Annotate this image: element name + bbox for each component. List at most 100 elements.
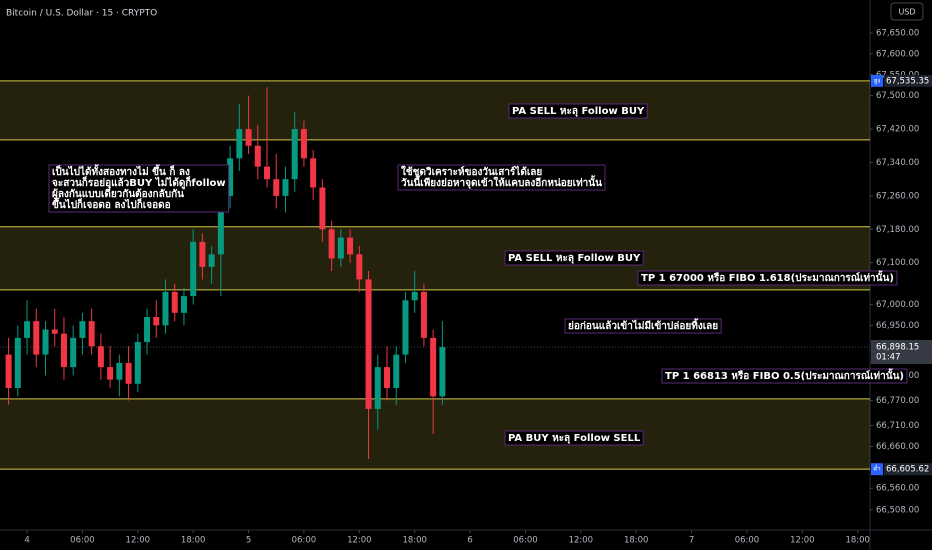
annotation: PA BUY หะลุ Follow SELL	[504, 430, 644, 446]
candle-body	[384, 367, 391, 388]
x-tick-label: 18:00	[181, 536, 206, 546]
candle-body	[245, 129, 252, 146]
annotation-text: TP 1 67000 หรือ FIBO 1.618(ประมาณการณ์เท…	[641, 270, 894, 284]
candle-body	[125, 362, 132, 384]
candle-body	[420, 291, 427, 338]
x-tick-label: 12:00	[347, 536, 372, 546]
annotation-text: จะสวนก็รอย่อแล้วBUY ไม่ได้ดูก็follow	[52, 175, 226, 190]
last-price-box	[871, 340, 932, 365]
annotation-text: เป็นไปได้ทั้งสองทางไม่ ขึ้น ก็ ลง	[52, 164, 190, 178]
candle-body	[33, 321, 40, 355]
candle-body	[411, 291, 418, 301]
y-tick-label: 66,710.00	[876, 421, 919, 431]
annotation-box	[397, 164, 606, 191]
annotation-box	[637, 270, 898, 286]
x-tick-label: 12:00	[790, 536, 815, 546]
candle-body	[88, 321, 95, 347]
annotation-text: วันนี้เพียงย่อหาจุดเข้าให้แคบลงอีกหน่อยเ…	[401, 175, 602, 189]
candle-body	[273, 179, 280, 196]
marker-box	[884, 74, 932, 87]
candle-body	[5, 354, 12, 388]
candle-body	[402, 300, 409, 355]
currency-button[interactable]	[890, 2, 924, 21]
marker-tag-box	[871, 463, 883, 476]
y-tick-label: 67,260.00	[876, 191, 919, 201]
annotation-text: ผู้ลงกันแบบเดี๋ยวกันต้องกลับกัน	[52, 186, 184, 201]
annotation: ใช้ชูดวิเคราะห์ของวันเสาร์ได้เลยวันนี้เพ…	[397, 164, 606, 191]
annotation: PA SELL หะลุ Follow BUY	[508, 103, 648, 119]
y-tick-label: 66,950.00	[876, 321, 919, 331]
candle-body	[328, 229, 335, 259]
y-tick-label: 66,770.00	[876, 396, 919, 406]
candle-body	[282, 179, 289, 196]
candle-body	[60, 333, 67, 368]
candle-body	[199, 241, 206, 267]
candle-body	[337, 237, 344, 259]
y-tick-label: 67,100.00	[876, 258, 919, 268]
y-tick-label: 67,420.00	[876, 125, 919, 135]
y-tick-label: 66,660.00	[876, 442, 919, 452]
annotation: TP 1 66813 หรือ FIBO 0.5(ประมาณการณ์เท่า…	[661, 368, 908, 384]
candle-body	[134, 342, 141, 384]
annotation-box	[48, 164, 230, 213]
candle-body	[144, 316, 151, 343]
candle-body	[42, 329, 49, 355]
annotation: ย่อก่อนแล้วเข้าไม่มีเข้าปล่อยทิ้งเลย	[564, 318, 722, 334]
candle-body	[227, 158, 234, 196]
candle-body	[374, 367, 381, 409]
candle-body	[208, 254, 215, 267]
annotation-text: ขึ้นไปก็เจอดอ ลงไปก็เจอดอ	[52, 197, 171, 211]
candle-body	[319, 187, 326, 230]
currency-label[interactable]: USD	[898, 8, 915, 17]
marker-tag: สูง	[874, 77, 881, 84]
y-tick-label: 67,180.00	[876, 225, 919, 235]
x-tick-label: 6	[467, 536, 472, 546]
candle-body	[439, 347, 446, 397]
annotation-text: PA SELL หะลุ Follow BUY	[508, 253, 641, 264]
candle-body	[190, 241, 197, 297]
x-tick-label: 12:00	[569, 536, 594, 546]
candle-body	[356, 254, 363, 280]
x-tick-label: 5	[246, 536, 251, 546]
x-tick-label: 06:00	[70, 536, 95, 546]
last-price-label: 66,898.15	[876, 343, 919, 353]
candle-body	[24, 321, 31, 338]
candle-body	[300, 129, 307, 159]
annotation-box	[661, 368, 908, 384]
candle-body	[51, 329, 58, 334]
candle-body	[217, 195, 224, 255]
marker-tag-box	[871, 74, 883, 87]
candle-body	[180, 296, 187, 313]
annotation-box	[504, 250, 644, 266]
candle-body	[347, 237, 354, 255]
annotation-text: ย่อก่อนแล้วเข้าไม่มีเข้าปล่อยทิ้งเลย	[568, 318, 718, 332]
candle-body	[171, 291, 178, 313]
y-tick-label: 66,560.00	[876, 484, 919, 494]
annotation-text: ใช้ชูดวิเคราะห์ของวันเสาร์ได้เลย	[401, 165, 542, 179]
x-tick-label: 06:00	[292, 536, 317, 546]
y-tick-label: 67,000.00	[876, 300, 919, 310]
x-tick-label: 7	[689, 536, 694, 546]
marker-label: 66,605.62	[886, 465, 929, 475]
marker-box	[884, 463, 932, 476]
candle-body	[310, 158, 317, 188]
candle-body	[14, 337, 21, 388]
candle-body	[97, 346, 104, 368]
candle-body	[365, 279, 372, 409]
y-tick-label: 67,600.00	[876, 49, 919, 59]
annotation: PA SELL หะลุ Follow BUY	[504, 250, 644, 266]
y-tick-label: 67,500.00	[876, 91, 919, 101]
candle-body	[254, 145, 261, 167]
annotation: เป็นไปได้ทั้งสองทางไม่ ขึ้น ก็ ลงจะสวนก็…	[48, 164, 230, 213]
x-tick-label: 06:00	[735, 536, 760, 546]
x-tick-label: 06:00	[513, 536, 538, 546]
candle-body	[79, 321, 86, 338]
annotation-box	[508, 103, 648, 119]
countdown-label: 01:47	[876, 353, 901, 363]
x-tick-label: 12:00	[126, 536, 151, 546]
candle-body	[153, 316, 160, 326]
candle-body	[393, 354, 400, 388]
y-tick-label: 67,340.00	[876, 158, 919, 168]
marker-label: 67,535.35	[886, 76, 929, 86]
